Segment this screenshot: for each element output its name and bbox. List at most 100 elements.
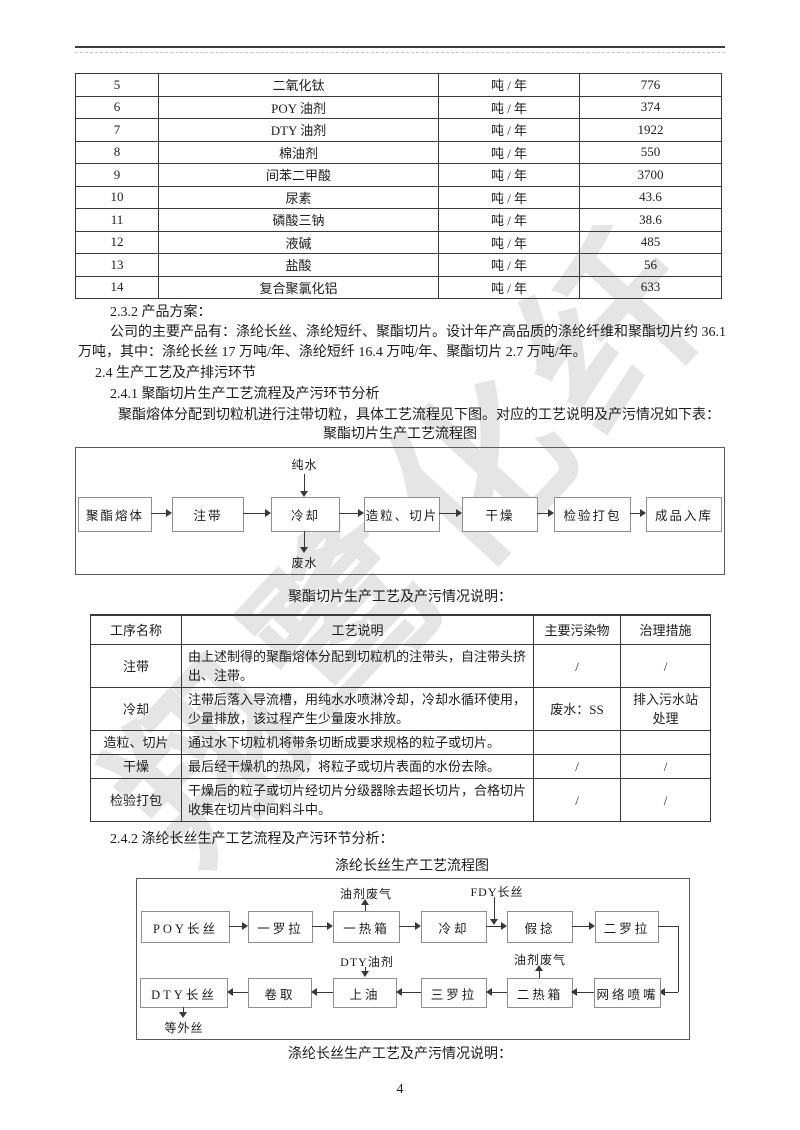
cell-name: 二氧化钛 — [158, 73, 439, 97]
arrow-down-icon — [300, 491, 308, 497]
arrow-down-icon — [361, 971, 369, 977]
arrow-right-icon — [358, 509, 364, 517]
table-row: 6 POY 油剂吨 / 年 374 — [75, 95, 722, 119]
cell-no: 10 — [75, 185, 159, 209]
cell-no: 9 — [75, 163, 159, 187]
flow-connector — [577, 992, 594, 993]
cell-unit: 吨 / 年 — [438, 253, 580, 277]
cell-unit: 吨 / 年 — [438, 185, 580, 209]
table-row: 9 间苯二甲酸吨 / 年 3700 — [75, 163, 722, 187]
arrow-right-icon — [501, 922, 507, 930]
arrow-up-icon — [535, 965, 543, 971]
cell-pollutant: / — [533, 754, 621, 779]
flow-connector — [439, 513, 456, 514]
flow-connector — [151, 513, 166, 514]
flowchart2-title: 涤纶长丝生产工艺流程图 — [335, 859, 489, 874]
flow-exhaust-label-top: 油剂废气 — [339, 887, 392, 901]
arrow-right-icon — [265, 509, 271, 517]
flow-connector — [399, 926, 415, 927]
cell-value: 56 — [579, 253, 722, 277]
cell-name: 液碱 — [158, 230, 439, 254]
flow-step-poy: POY长丝 — [141, 911, 230, 943]
cell-value: 374 — [579, 95, 722, 119]
cell-process: 冷却 — [90, 687, 182, 731]
cell-unit: 吨 / 年 — [438, 230, 580, 254]
cell-name: POY 油剂 — [158, 95, 439, 119]
arrow-right-icon — [242, 922, 248, 930]
cell-value: 1922 — [579, 118, 722, 142]
flow-connector — [665, 992, 678, 993]
cell-value: 38.6 — [579, 208, 722, 232]
cell-measure: / — [620, 644, 711, 688]
table-row: 14 复合聚氯化铝吨 / 年 633 — [75, 275, 722, 299]
flow-step-oiling: 上油 — [333, 978, 397, 1008]
flow-step-heatbox2: 二热箱 — [507, 978, 573, 1008]
arrow-right-icon — [415, 922, 421, 930]
header-process: 工序名称 — [90, 614, 182, 645]
flow-step-roller2: 二罗拉 — [595, 911, 659, 943]
cell-name: 盐酸 — [158, 253, 439, 277]
flow-connector — [402, 992, 421, 993]
cell-description: 最后经干燥机的热风，将粒子或切片表面的水份去除。 — [181, 754, 534, 779]
cell-no: 11 — [75, 208, 159, 232]
flow-reject-label: 等外丝 — [164, 1021, 204, 1035]
cell-no: 12 — [75, 230, 159, 254]
flow-connector — [486, 926, 501, 927]
section-241-paragraph: 聚酯熔体分配到切粒机进行注带切粒，具体工艺流程见下图。对应的工艺说明及产污情况如… — [118, 408, 720, 423]
arrow-left-icon — [311, 988, 317, 996]
flow-connector — [539, 971, 540, 978]
arrow-right-icon — [548, 509, 554, 517]
table-row: 7 DTY 油剂吨 / 年 1922 — [75, 118, 722, 142]
arrow-right-icon — [589, 922, 595, 930]
flow-step-pelletizing: 造粒、切片 — [364, 497, 440, 532]
flow-step-dty: DTY长丝 — [140, 978, 228, 1008]
flow-connector — [658, 926, 678, 927]
flow-step-roller3: 三罗拉 — [421, 978, 487, 1008]
cell-pollutant: 废水：SS — [533, 687, 621, 731]
flow-connector — [317, 992, 333, 993]
cell-no: 13 — [75, 253, 159, 277]
cell-process: 检验打包 — [90, 778, 182, 822]
table-row: 10 尿素吨 / 年 43.6 — [75, 185, 722, 209]
arrow-right-icon — [640, 509, 646, 517]
cell-no: 14 — [75, 275, 159, 299]
cell-process: 干燥 — [90, 754, 182, 779]
table-row: 11 磷酸三钠吨 / 年 38.6 — [75, 208, 722, 232]
arrow-left-icon — [571, 988, 577, 996]
cell-name: 复合聚氯化铝 — [158, 275, 439, 299]
arrow-left-icon — [396, 988, 402, 996]
cell-no: 7 — [75, 118, 159, 142]
flow-input-label: 纯水 — [291, 458, 318, 472]
arrow-left-icon — [227, 988, 233, 996]
table-row: 13 盐酸吨 / 年 56 — [75, 253, 722, 277]
arrow-right-icon — [456, 509, 462, 517]
header-rule-dashed — [75, 52, 725, 53]
flowchart2-caption: 涤纶长丝生产工艺及产污情况说明： — [288, 1047, 512, 1062]
section-241-heading: 2.4.1 聚酯切片生产工艺流程及产污环节分析 — [110, 387, 380, 402]
cell-pollutant: / — [533, 778, 621, 822]
cell-name: 磷酸三钠 — [158, 208, 439, 232]
cell-unit: 吨 / 年 — [438, 208, 580, 232]
section-242-heading: 2.4.2 涤纶长丝生产工艺流程及产污环节分析： — [110, 832, 394, 847]
arrow-left-icon — [486, 988, 492, 996]
flow-step-winding: 卷取 — [248, 978, 312, 1008]
arrow-left-icon — [659, 988, 665, 996]
cell-unit: 吨 / 年 — [438, 95, 580, 119]
cell-value: 633 — [579, 275, 722, 299]
flowchart-polyester-filament: 油剂废气 FDY长丝 POY长丝 一罗拉 一热箱 冷却 假捻 二罗拉 DTY油剂… — [136, 878, 690, 1040]
cell-measure: 排入污水站处理 — [620, 687, 711, 731]
table-row: 12 液碱吨 / 年 485 — [75, 230, 722, 254]
table-row: 检验打包 干燥后的粒子或切片经切片分级器除去超长切片，合格切片收集在切片中间料斗… — [90, 778, 711, 822]
flow-connector — [630, 513, 640, 514]
section-232-heading: 2.3.2 产品方案： — [110, 305, 212, 320]
cell-process: 造粒、切片 — [90, 730, 182, 755]
arrow-right-icon — [166, 509, 172, 517]
cell-pollutant: / — [533, 644, 621, 688]
cell-measure — [620, 730, 711, 755]
flow-connector — [229, 926, 242, 927]
flow-step-heatbox1: 一热箱 — [333, 911, 400, 943]
cell-no: 6 — [75, 95, 159, 119]
cell-name: 间苯二甲酸 — [158, 163, 439, 187]
cell-unit: 吨 / 年 — [438, 275, 580, 299]
